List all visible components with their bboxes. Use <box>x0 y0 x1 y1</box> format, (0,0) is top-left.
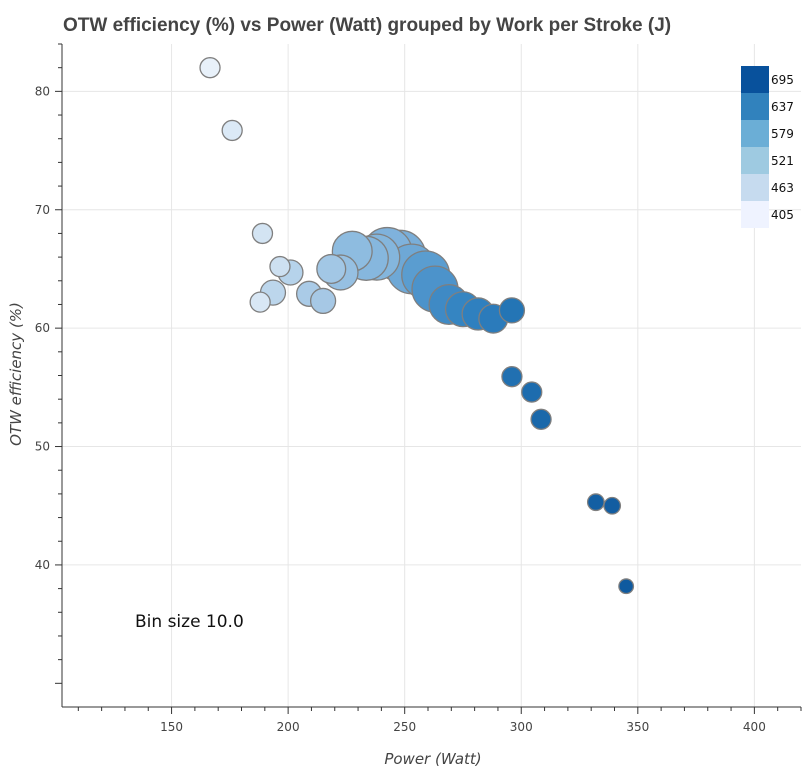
data-point <box>249 291 271 313</box>
y-tick-label: 50 <box>35 440 50 454</box>
grid <box>62 44 801 707</box>
color-bar-label: 405 <box>771 208 794 222</box>
data-point <box>521 381 543 403</box>
color-bar-label: 695 <box>771 73 794 87</box>
y-tick-label: 80 <box>35 84 50 98</box>
color-bar-label: 637 <box>771 100 794 114</box>
x-tick-label: 300 <box>510 720 533 734</box>
color-bar-swatch <box>741 174 769 201</box>
x-tick-label: 250 <box>393 720 416 734</box>
data-points <box>199 57 635 595</box>
color-bar-label: 579 <box>771 127 794 141</box>
x-tick-label: 400 <box>743 720 766 734</box>
data-point <box>498 297 526 324</box>
color-bar-swatch <box>741 120 769 147</box>
data-point <box>316 253 347 284</box>
x-tick-label: 150 <box>160 720 183 734</box>
y-tick-label: 40 <box>35 558 50 572</box>
color-bar-swatch <box>741 93 769 120</box>
x-tick-label: 350 <box>626 720 649 734</box>
data-point <box>251 222 274 245</box>
data-point <box>603 496 622 515</box>
color-bar: 695 637 579 521 463 405 <box>741 66 794 228</box>
data-point <box>199 57 221 79</box>
y-tick-label: 60 <box>35 321 50 335</box>
data-point <box>221 119 243 142</box>
axes <box>55 43 802 714</box>
bin-size-annotation: Bin size 10.0 <box>135 612 244 632</box>
data-point <box>309 287 337 315</box>
y-axis-label: OTW efficiency (%) <box>7 302 25 446</box>
data-point <box>269 255 291 278</box>
y-tick-label: 70 <box>35 203 50 217</box>
x-tick-label: 200 <box>277 720 300 734</box>
color-bar-swatch <box>741 66 769 93</box>
data-point <box>586 493 605 512</box>
color-bar-swatch <box>741 147 769 174</box>
tick-labels: 150 200 250 300 350 400 40 50 60 70 80 <box>35 84 766 734</box>
data-point <box>530 408 552 430</box>
data-point <box>618 578 635 595</box>
color-bar-label: 463 <box>771 181 794 195</box>
color-bar-swatch <box>741 201 769 228</box>
x-axis-label: Power (Watt) <box>384 750 481 768</box>
data-point <box>501 366 523 388</box>
color-bar-label: 521 <box>771 154 794 168</box>
chart-title: OTW efficiency (%) vs Power (Watt) group… <box>63 15 671 36</box>
